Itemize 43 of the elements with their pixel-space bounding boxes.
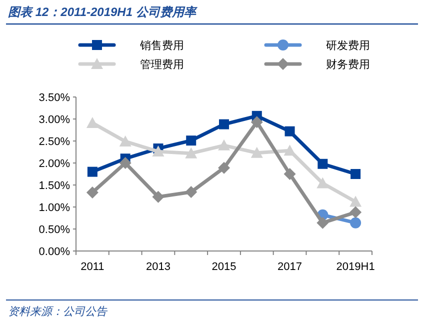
point xyxy=(87,166,98,177)
point xyxy=(218,162,230,174)
x-tick-label: 2015 xyxy=(212,261,236,273)
point xyxy=(350,217,362,228)
point xyxy=(152,146,164,157)
y-tick-label: 0.50% xyxy=(38,224,70,236)
point xyxy=(86,116,98,128)
point xyxy=(284,126,295,136)
legend-label: 研发费用 xyxy=(326,39,370,52)
point xyxy=(250,116,263,128)
point xyxy=(350,206,362,218)
x-tick-label: 2019H1 xyxy=(336,261,375,273)
point xyxy=(86,186,98,198)
point xyxy=(152,190,164,203)
point xyxy=(218,139,230,150)
x-tick-label: 2013 xyxy=(146,261,170,273)
point xyxy=(250,146,263,158)
text: 资料来源：公司公告 xyxy=(8,305,108,318)
point xyxy=(119,135,132,146)
y-tick-label: 0.00% xyxy=(38,246,70,258)
point xyxy=(185,186,198,198)
y-tick-label: 3.00% xyxy=(38,114,70,126)
y-tick-label: 1.00% xyxy=(38,202,70,214)
point xyxy=(186,136,196,146)
chart-title: 图表 12：2011-2019H1 公司费用率 xyxy=(8,5,198,19)
point xyxy=(185,147,198,158)
point xyxy=(350,196,362,207)
legend-label: 销售费用 xyxy=(139,39,184,52)
x-tick-label: 2017 xyxy=(278,261,302,273)
point xyxy=(119,157,132,169)
y-tick-label: 3.50% xyxy=(38,92,70,104)
x-tick-label: 2011 xyxy=(80,261,104,273)
point xyxy=(284,168,296,180)
point xyxy=(318,158,328,169)
legend-label: 管理费用 xyxy=(140,58,184,71)
point xyxy=(316,177,329,188)
point xyxy=(350,169,361,179)
y-tick-label: 2.50% xyxy=(38,136,70,148)
point xyxy=(219,119,229,130)
legend-label: 财务费用 xyxy=(326,58,370,71)
y-tick-label: 1.50% xyxy=(38,180,70,192)
point xyxy=(316,216,329,229)
y-tick-label: 2.00% xyxy=(38,158,70,170)
